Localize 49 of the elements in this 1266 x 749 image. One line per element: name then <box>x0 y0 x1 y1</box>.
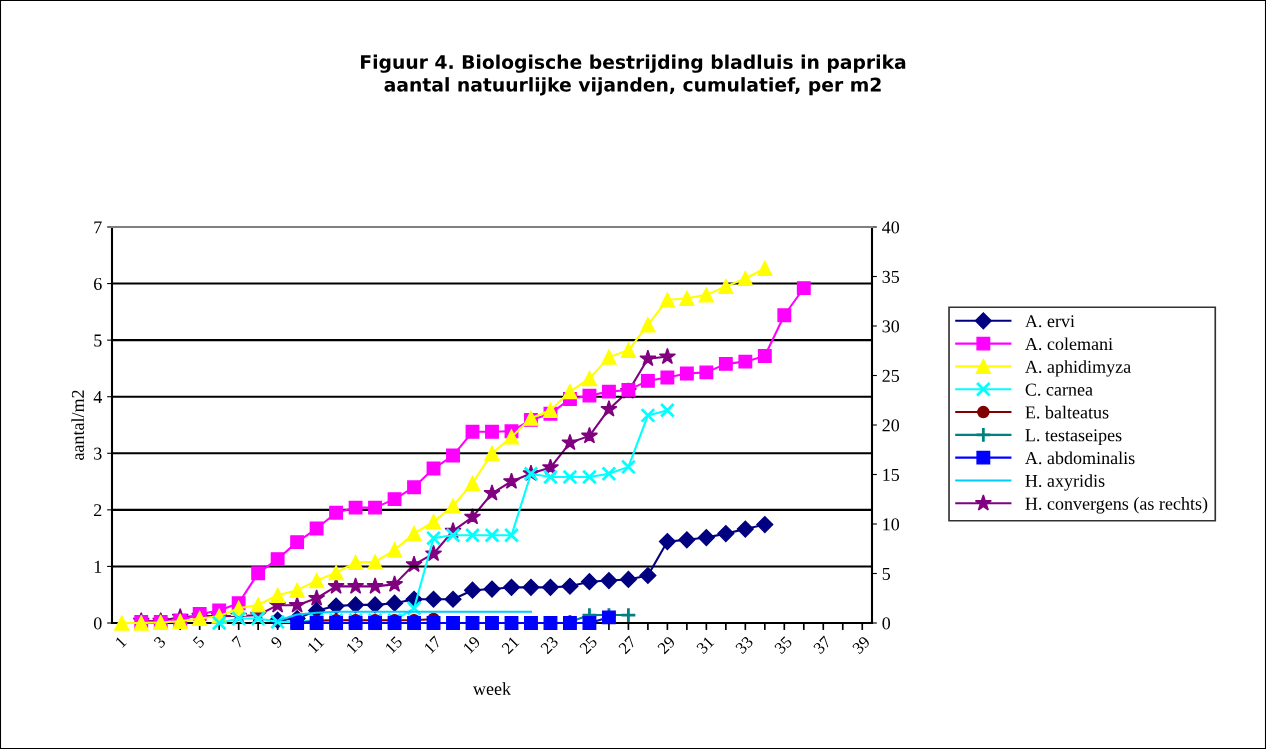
x-tick-label: 37 <box>812 635 832 655</box>
x-tick-label: 23 <box>540 635 559 655</box>
legend-label: H. axyridis <box>1025 474 1105 491</box>
y-axis-title: aantal/m2 <box>71 390 85 460</box>
y2-tick-label: 15 <box>883 468 900 481</box>
legend-label: A. ervi <box>1025 315 1075 328</box>
x-tick-label: 3 <box>153 635 167 649</box>
x-tick-label: 19 <box>462 635 481 654</box>
y2-tick-label: 35 <box>882 270 900 283</box>
x-tick-label: 17 <box>423 635 442 654</box>
x-tick-label: 13 <box>345 635 364 654</box>
x-tick-label: 31 <box>696 635 715 655</box>
legend-label: A. aphidimyza <box>1025 360 1131 377</box>
legend-label: A. abdominalis <box>1025 451 1135 465</box>
x-tick-label: 27 <box>618 635 637 655</box>
x-tick-label: 5 <box>192 635 206 649</box>
y-tick-label: 1 <box>94 560 102 573</box>
x-tick-label: 11 <box>307 635 325 654</box>
y2-tick-label: 40 <box>882 221 900 234</box>
x-tick-label: 29 <box>657 635 676 655</box>
y-tick-label: 6 <box>94 277 102 291</box>
legend-label: A. colemani <box>1025 337 1113 351</box>
chart-title: Figuur 4. Biologische bestrijding bladluis in paprika aantal natuurlijke vijanden, cumulatief, per m2 <box>361 54 906 96</box>
y2-tick-label: 10 <box>883 518 900 531</box>
legend-label: H. convergens (as rechts) <box>1025 497 1208 514</box>
legend-label: C. carnea <box>1025 383 1093 396</box>
x-tick-label: 7 <box>231 635 245 649</box>
y-tick-label: 3 <box>94 447 102 460</box>
y2-tick-label: 5 <box>882 567 891 580</box>
y2-tick-label: 30 <box>882 320 900 333</box>
x-tick-label: 21 <box>501 635 520 655</box>
legend-label: E. balteatus <box>1025 405 1109 419</box>
y2-tick-label: 20 <box>882 419 900 432</box>
y-tick-label: 2 <box>94 504 102 517</box>
y2-tick-label: 25 <box>882 369 900 382</box>
y-tick-label: 4 <box>93 391 102 403</box>
y-tick-label: 7 <box>94 221 102 234</box>
x-tick-label: 39 <box>851 635 871 655</box>
y-tick-label: 0 <box>93 617 102 630</box>
x-axis-title: week <box>472 682 512 695</box>
x-tick-label: 9 <box>270 635 284 649</box>
x-tick-label: 33 <box>735 635 754 655</box>
y-tick-label: 5 <box>94 334 102 347</box>
x-tick-label: 35 <box>774 635 793 655</box>
x-tick-label: 1 <box>114 635 127 648</box>
legend-label: L. testaseipes <box>1025 429 1122 446</box>
x-tick-label: 15 <box>384 635 403 654</box>
x-tick-label: 25 <box>579 635 598 655</box>
y2-tick-label: 0 <box>882 617 891 630</box>
